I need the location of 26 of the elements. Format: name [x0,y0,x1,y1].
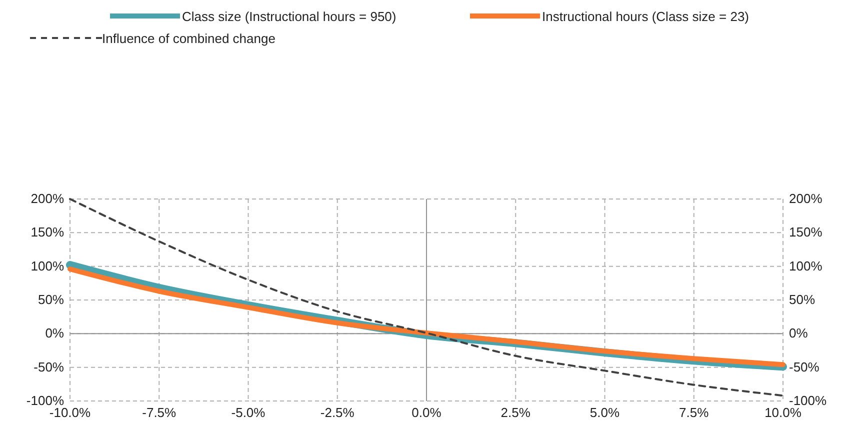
x-tick-label: -7.5% [142,405,177,420]
x-tick-label: -10.0% [49,405,92,420]
y2-tick-label: 50% [789,292,816,307]
y2-tick-label: -50% [789,359,820,374]
legend-label: Class size (Instructional hours = 950) [182,9,396,24]
y-tick-label: 100% [30,258,64,274]
x-tick-label: 0.0% [412,405,442,420]
y2-tick-label: 150% [789,224,823,240]
y-tick-label: 50% [38,292,64,307]
y2-tick-label: -100% [789,393,828,408]
x-tick-label: 10.0% [764,405,802,420]
x-tick-label: -5.0% [231,405,266,420]
x-tick-label: 7.5% [679,405,710,420]
y2-tick-label: 0% [789,326,808,341]
legend-label: Instructional hours (Class size = 23) [542,9,750,24]
y-tick-label: 0% [45,326,64,341]
y-tick-label: 150% [30,224,64,240]
x-tick-label: 5.0% [590,405,620,420]
y2-tick-label: 100% [789,258,823,274]
y-tick-label: -50% [34,359,64,374]
legend-label: Influence of combined change [102,31,276,46]
y-tick-label: -100% [26,393,64,408]
x-tick-label: -2.5% [320,405,355,420]
x-tick-label: 2.5% [500,405,531,420]
y2-tick-label: 200% [789,191,823,206]
y-tick-label: 200% [30,191,64,206]
